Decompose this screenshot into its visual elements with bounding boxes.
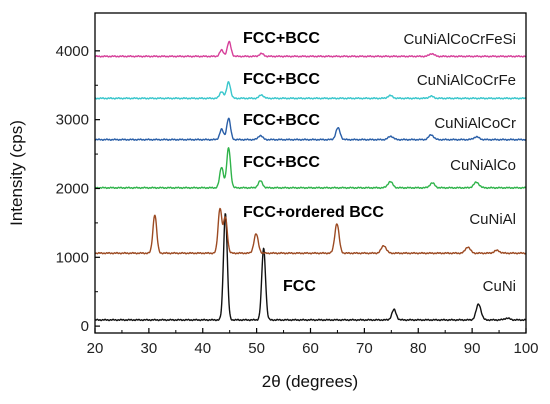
x-tick-label: 70 [356, 340, 373, 357]
series-line-cunialcocrfe [94, 81, 527, 100]
axes: 20 30 40 50 60 70 80 90 100 0 1000 2000 3000 4000 [56, 12, 539, 357]
series-line-cunialco [94, 147, 527, 190]
y-tick-label: 2000 [56, 180, 89, 197]
x-tick-label: 40 [194, 340, 211, 357]
x-tick-label: 80 [410, 340, 427, 357]
phase-label: FCC+BCC [243, 30, 320, 47]
phase-label: FCC+BCC [243, 154, 320, 171]
y-axis-title: Intensity (cps) [7, 120, 26, 226]
x-tick-label: 90 [464, 340, 481, 357]
y-tick-label: 4000 [56, 43, 89, 60]
series-line-cunialcocrfesi [94, 40, 527, 58]
x-tick-label: 30 [141, 340, 158, 357]
series-name-label: CuNiAlCoCrFeSi [403, 31, 516, 48]
phase-label: FCC+BCC [243, 112, 320, 129]
y-axis-ticks: 0 1000 2000 3000 4000 [56, 43, 100, 335]
x-axis-ticks: 20 30 40 50 60 70 80 90 100 [87, 328, 539, 357]
x-tick-label: 20 [87, 340, 104, 357]
series-name-label: CuNiAlCoCrFe [417, 72, 516, 89]
series-line-cunialcocr [94, 117, 527, 142]
y-tick-label: 3000 [56, 112, 89, 129]
phase-label: FCC+BCC [243, 71, 320, 88]
series-line-cuni [94, 213, 527, 322]
xrd-traces [94, 40, 527, 322]
phase-label: FCC [283, 278, 316, 295]
series-name-label: CuNiAl [469, 211, 516, 228]
series-labels: CuNi FCC CuNiAl FCC+ordered BCC CuNiAlCo FCC+… [243, 30, 516, 295]
series-line-cunial [94, 207, 527, 255]
x-tick-label: 50 [248, 340, 265, 357]
x-axis-title: 2θ (degrees) [262, 372, 358, 391]
y-tick-label: 1000 [56, 249, 89, 266]
series-name-label: CuNiAlCoCr [434, 115, 516, 132]
x-tick-label: 60 [302, 340, 319, 357]
series-name-label: CuNiAlCo [450, 157, 516, 174]
x-tick-label: 100 [513, 340, 538, 357]
phase-label: FCC+ordered BCC [243, 204, 384, 221]
y-tick-label: 0 [81, 318, 89, 335]
series-name-label: CuNi [483, 278, 516, 295]
